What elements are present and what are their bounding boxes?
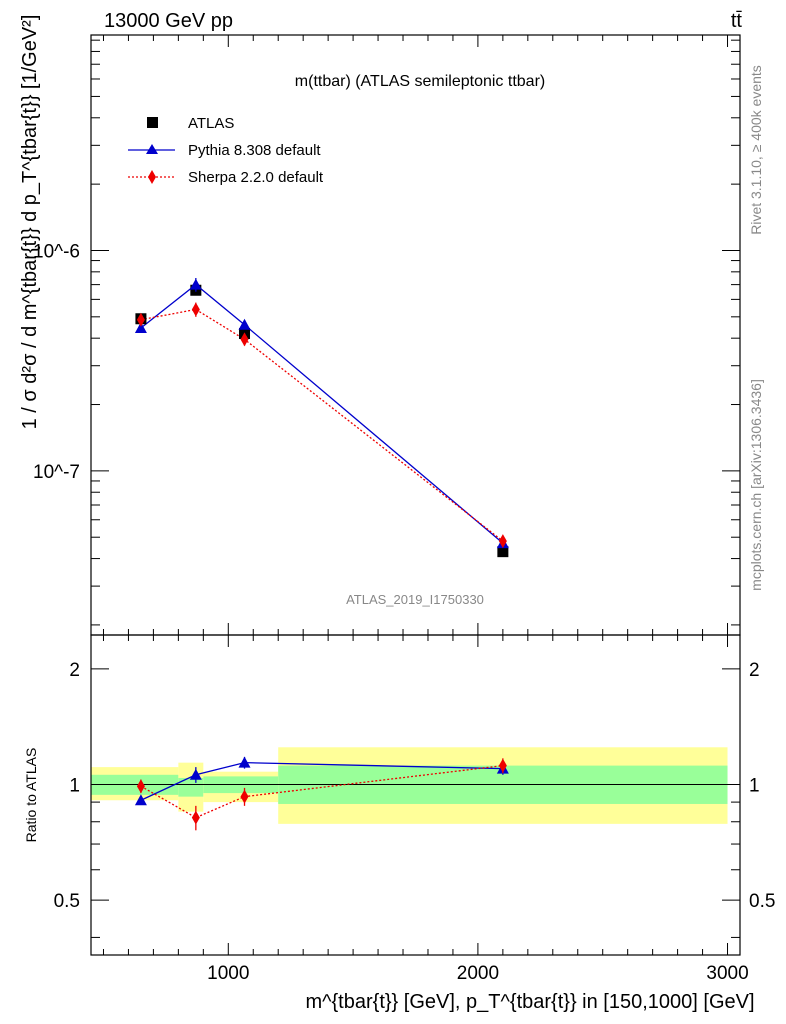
main-point-pythia (134, 321, 147, 333)
ratio-point-sherpa (136, 779, 145, 794)
ratio-point-pythia (134, 794, 147, 806)
legend-marker-pythia (146, 144, 158, 154)
main-line-sherpa (140, 308, 504, 542)
legend-label-sherpa: Sherpa 2.2.0 default (188, 169, 324, 186)
ratio-y-tick-label-right: 2 (749, 660, 760, 681)
header-left: 13000 GeV pp (104, 10, 233, 32)
main-y-tick-label: 10^-6 (33, 241, 80, 262)
data-marks (134, 278, 509, 831)
axes: 1000 2000 3000 10^-6 10^-7 0.5 0.5 1 1 2 2 (33, 34, 775, 984)
rivet-label: Rivet 3.1.10, ≥ 400k events (748, 65, 764, 235)
ratio-band-inner-1 (178, 777, 204, 797)
ratio-plot-frame (90, 634, 741, 956)
ratio-line-pythia (140, 762, 503, 801)
ratio-point-sherpa (240, 789, 249, 804)
main-point-pythia (238, 318, 251, 330)
main-line-pythia (140, 283, 504, 544)
x-tick-label: 2000 (457, 963, 499, 984)
ratio-y-tick-label-left: 0.5 (54, 891, 80, 912)
main-point-sherpa (191, 302, 200, 317)
legend-label-pythia: Pythia 8.308 default (188, 142, 321, 159)
ratio-point-pythia (238, 756, 251, 768)
legend-marker-atlas (147, 117, 158, 128)
ratio-y-axis-label: Ratio to ATLAS (23, 748, 39, 843)
main-point-sherpa (498, 534, 507, 549)
ratio-y-tick-label-right: 0.5 (749, 891, 775, 912)
legend-label-atlas: ATLAS (188, 115, 234, 132)
x-axis-label: m^{tbar{t}} [GeV], p_T^{tbar{t}} in [150… (305, 991, 754, 1013)
legend: ATLAS Pythia 8.308 default Sherpa 2.2.0 … (128, 115, 324, 186)
x-tick-label: 3000 (706, 963, 748, 984)
ratio-y-tick-label-right: 1 (749, 776, 760, 797)
mcplots-label: mcplots.cern.ch [arXiv:1306.3436] (748, 379, 764, 591)
analysis-watermark: ATLAS_2019_I1750330 (346, 592, 484, 607)
main-point-atlas (497, 546, 509, 558)
main-point-sherpa (136, 312, 145, 327)
chart-title: m(ttbar) (ATLAS semileptonic ttbar) (295, 73, 545, 90)
ratio-point-sherpa (191, 810, 200, 825)
x-tick-label: 1000 (207, 963, 249, 984)
ratio-line-sherpa (140, 764, 503, 819)
ratio-point-sherpa (498, 758, 507, 773)
ratio-y-tick-label-left: 2 (69, 660, 80, 681)
main-point-sherpa (240, 332, 249, 347)
series-lines (140, 283, 504, 819)
legend-marker-sherpa (148, 170, 156, 184)
ratio-bands (91, 747, 740, 824)
header-right: tt̄ (731, 10, 743, 32)
ratio-point-pythia (189, 768, 202, 780)
main-point-pythia (189, 278, 202, 290)
ratio-y-tick-label-left: 1 (69, 776, 80, 797)
main-y-tick-label: 10^-7 (33, 462, 80, 483)
y-axis-label: 1 / σ d²σ / d m^{tbar{t}} d p_T^{tbar{t}… (19, 15, 41, 430)
